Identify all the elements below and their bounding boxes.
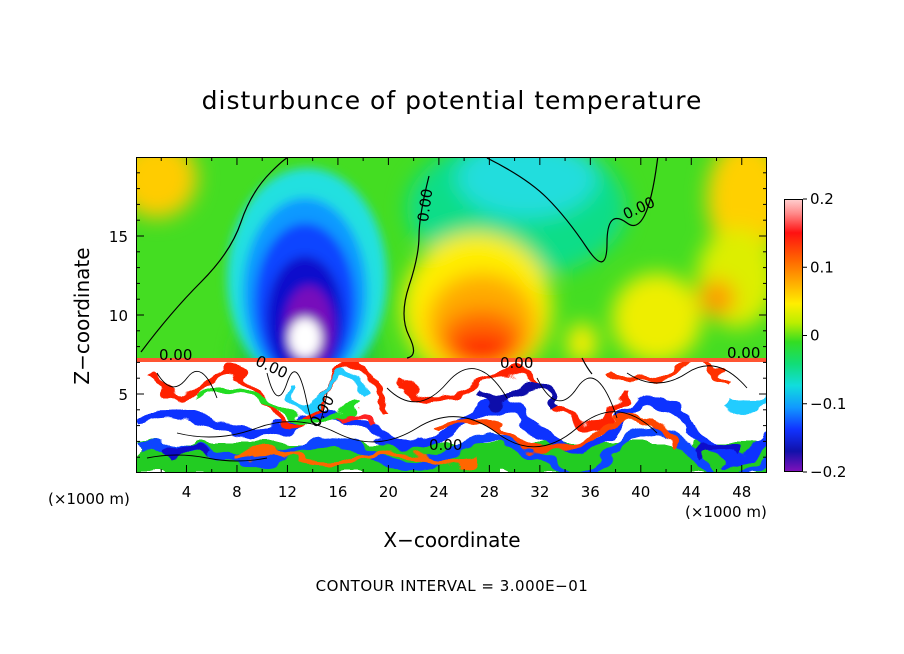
colorbar-tick-label: 0.1	[810, 258, 834, 276]
x-tick-label: 44	[682, 483, 701, 501]
colorbar	[784, 199, 803, 472]
y-tick-label: 10	[109, 307, 128, 325]
x-tick-label: 12	[278, 483, 297, 501]
contour-label: 0.00	[500, 354, 533, 372]
x-tick-label: 4	[182, 483, 192, 501]
x-tick-label: 16	[328, 483, 347, 501]
contour-label: 0.00	[414, 187, 436, 223]
x-tick-label: 28	[480, 483, 499, 501]
y-tick-label: 15	[109, 228, 128, 246]
x-tick-label: 36	[581, 483, 600, 501]
x-tick-label: 48	[732, 483, 751, 501]
chart-title: disturbunce of potential temperature	[201, 86, 703, 115]
x-tick-label: 20	[379, 483, 398, 501]
zero-contours	[140, 158, 666, 375]
contour-label: 0.00	[429, 436, 462, 454]
colorbar-tick-label: −0.1	[810, 395, 846, 413]
colorbar-tick-label: 0	[810, 327, 820, 345]
x-tick-label: 32	[530, 483, 549, 501]
y-tick-label: 5	[118, 386, 128, 404]
colorbar-tick-label: −0.2	[810, 463, 846, 481]
x-tick-label: 40	[631, 483, 650, 501]
plot-area: 0.00 0.00 0.00 0.00 0.00 0.00 0.00 0.00	[136, 157, 767, 473]
interface-band	[137, 358, 766, 362]
colorbar-gradient	[785, 200, 802, 471]
z-unit-note: (×1000 m)	[48, 490, 130, 508]
contour-label: 0.00	[159, 346, 192, 364]
x-axis-label: X−coordinate	[383, 528, 521, 552]
x-tick-label: 24	[429, 483, 448, 501]
contour-interval-note: CONTOUR INTERVAL = 3.000E−01	[315, 577, 589, 595]
colorbar-tick-label: 0.2	[810, 190, 834, 208]
x-tick-label: 8	[232, 483, 242, 501]
heatmap-field: 0.00 0.00 0.00 0.00 0.00 0.00 0.00 0.00	[137, 158, 766, 472]
y-axis-label: Z−coordinate	[70, 247, 94, 385]
x-unit-note: (×1000 m)	[685, 503, 767, 521]
contour-label: 0.00	[727, 344, 760, 362]
